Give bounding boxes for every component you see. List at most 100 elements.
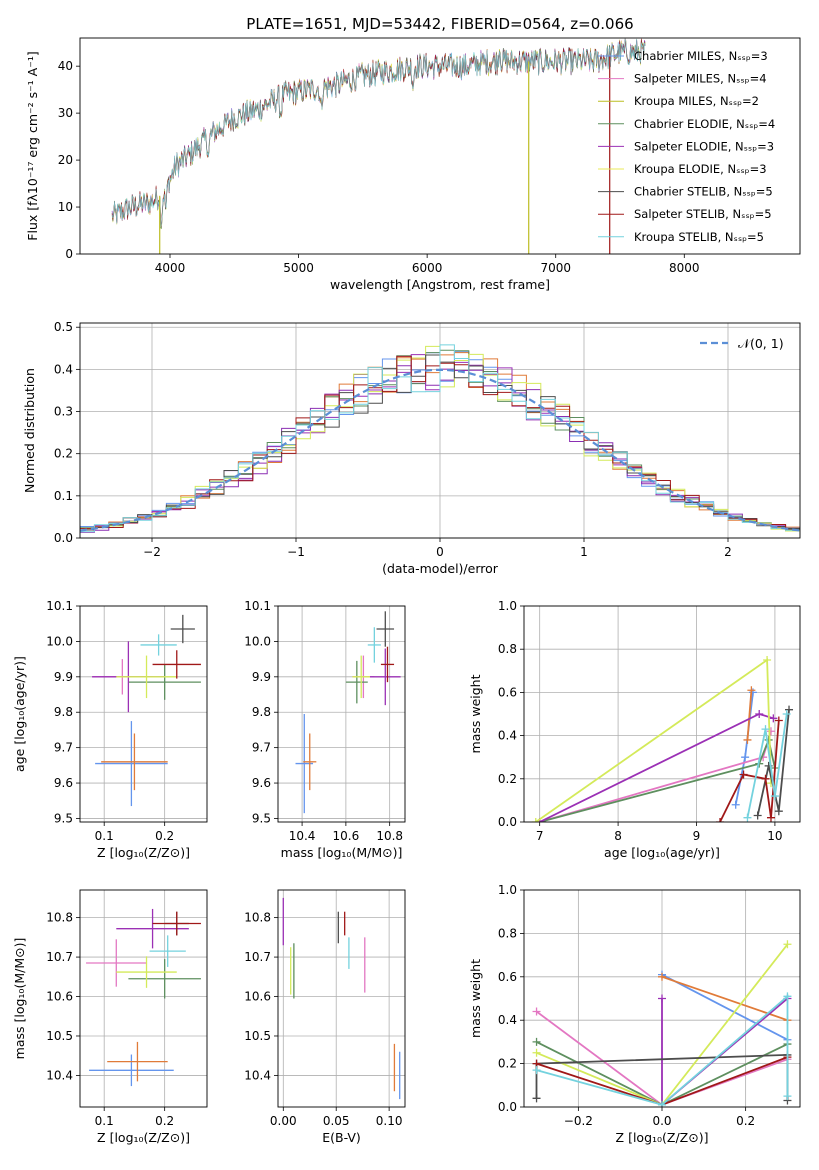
y-axis-label: age [log₁₀(age/yr)] [12,656,27,772]
y-tick-label: 0.2 [54,447,73,461]
legend-label: Chabrier STELIB, Nₛₛₚ=5 [634,185,773,199]
legend-label: Chabrier MILES, Nₛₛₚ=3 [634,49,768,63]
axes-frame [277,889,406,1108]
spectrum-line [111,39,646,228]
x-tick-label: −1 [287,545,305,559]
panel-mass-weight-vs-Z: −0.2 0.0 0.2 0.0 0.2 0.4 0.6 0.8 1.0 Z [log₁₀(Z/Z… [468,883,801,1145]
x-tick-label: 4000 [155,261,186,275]
weight-marker [774,716,783,725]
weight-marker [783,1092,792,1101]
legend-label: 𝒩(0, 1) [738,336,784,351]
y-tick-label: 0 [65,247,73,261]
y-tick-label: 9.6 [54,776,73,790]
y-axis-label: mass weight [468,674,483,753]
panel-residuals: −2 −1 0 1 2 0.0 0.1 0.2 0.3 0.4 0.5 (data-model)/er… [22,320,801,576]
weight-marker [785,705,794,714]
x-tick-label: 5000 [283,261,314,275]
x-tick-label: 7 [536,829,544,843]
y-tick-label: 20 [58,153,73,167]
legend-label: Chabrier ELODIE, Nₛₛₚ=4 [634,117,775,131]
y-tick-label: 10.6 [46,990,73,1004]
legend: Chabrier MILES, Nₛₛₚ=3 Salpeter MILES, Nₛ… [598,49,775,244]
weight-line [661,973,788,1041]
x-tick-label: 8 [614,829,622,843]
y-tick-label: 9.5 [54,811,73,825]
spectrum-line [111,39,646,228]
x-tick-label: 0.00 [270,1114,297,1128]
y-tick-label: 30 [58,106,73,120]
x-tick-label: 1 [580,545,588,559]
weight-marker [783,992,792,1001]
plot-area [295,611,401,814]
weight-marker [761,774,770,783]
y-tick-label: 10.8 [46,911,73,925]
y-axis-label: mass weight [468,959,483,1038]
weight-marker [658,1100,666,1107]
x-axis-label: E(B-V) [322,1130,361,1145]
x-tick-label: 0.10 [376,1114,403,1128]
weight-marker [532,1007,541,1016]
weight-line [539,713,774,822]
x-axis-label: age [log₁₀(age/yr)] [604,845,720,860]
x-axis-label: wavelength [Angstrom, rest frame] [330,277,550,292]
plot-area [80,344,800,538]
panel-age-vs-Z: 0.1 0.2 9.5 9.6 9.7 9.8 9.9 10.0 10.1 Z [log₁₀(Z/… [12,599,208,860]
y-tick-label: 9.8 [54,705,73,719]
weight-marker [658,972,666,981]
y-tick-label: 1.0 [498,883,517,897]
weight-marker [532,1094,541,1103]
y-tick-label: 9.9 [54,670,73,684]
y-tick-label: 10.1 [46,599,73,613]
x-axis-label: Z [log₁₀(Z/Z⊙)] [97,1130,190,1145]
y-tick-label: 0.1 [54,489,73,503]
axes-frame [79,322,801,539]
y-tick-label: 0.6 [498,685,517,699]
x-tick-label: 0 [436,545,444,559]
y-tick-label: 9.9 [252,670,271,684]
weight-line [536,994,789,1106]
axes-frame [277,605,406,823]
legend-label: Salpeter STELIB, Nₛₛₚ=5 [634,207,772,221]
y-tick-label: 9.7 [54,741,73,755]
y-tick-label: 9.8 [252,705,271,719]
weight-marker [658,994,666,1003]
axes-frame [79,605,208,823]
plot-area [532,940,792,1107]
y-tick-label: 10.0 [244,634,271,648]
x-axis-label: Z [log₁₀(Z/Z⊙)] [97,845,190,860]
normal-curve [80,368,800,532]
weight-marker [770,792,779,801]
y-tick-label: 0.0 [54,531,73,545]
weight-marker [741,753,750,762]
legend-label: Salpeter ELODIE, Nₛₛₚ=3 [634,139,774,153]
y-tick-label: 10.6 [244,990,271,1004]
plot-area [111,38,646,254]
weight-line [661,975,788,1022]
y-tick-label: 0.6 [498,970,517,984]
y-tick-label: 0.2 [498,1057,517,1071]
weight-marker [716,818,725,822]
panel-mass-vs-EBV: 0.00 0.05 0.10 10.4 10.5 10.6 10.7 10.8 E(B-V) [244,889,406,1145]
weight-marker [747,686,756,695]
y-tick-label: 0.5 [54,320,73,334]
x-tick-label: 8000 [669,261,700,275]
spectrum-line [111,40,646,227]
y-tick-label: 10.8 [244,911,271,925]
weight-line [746,690,753,740]
y-tick-label: 0.4 [498,1013,517,1027]
y-tick-label: 10.4 [244,1068,271,1082]
x-tick-label: 6000 [412,261,443,275]
plot-area [86,908,201,1087]
legend: 𝒩(0, 1) [700,336,784,351]
y-tick-label: 0.4 [54,362,73,376]
weight-line [746,713,788,818]
y-tick-label: 10.7 [244,950,271,964]
y-tick-label: 10.5 [46,1029,73,1043]
y-tick-label: 10.1 [244,599,271,613]
y-tick-label: 10.7 [46,950,73,964]
y-tick-label: 0.2 [498,772,517,786]
x-tick-label: 7000 [540,261,571,275]
histogram-step [80,344,800,538]
weight-marker [739,770,748,779]
